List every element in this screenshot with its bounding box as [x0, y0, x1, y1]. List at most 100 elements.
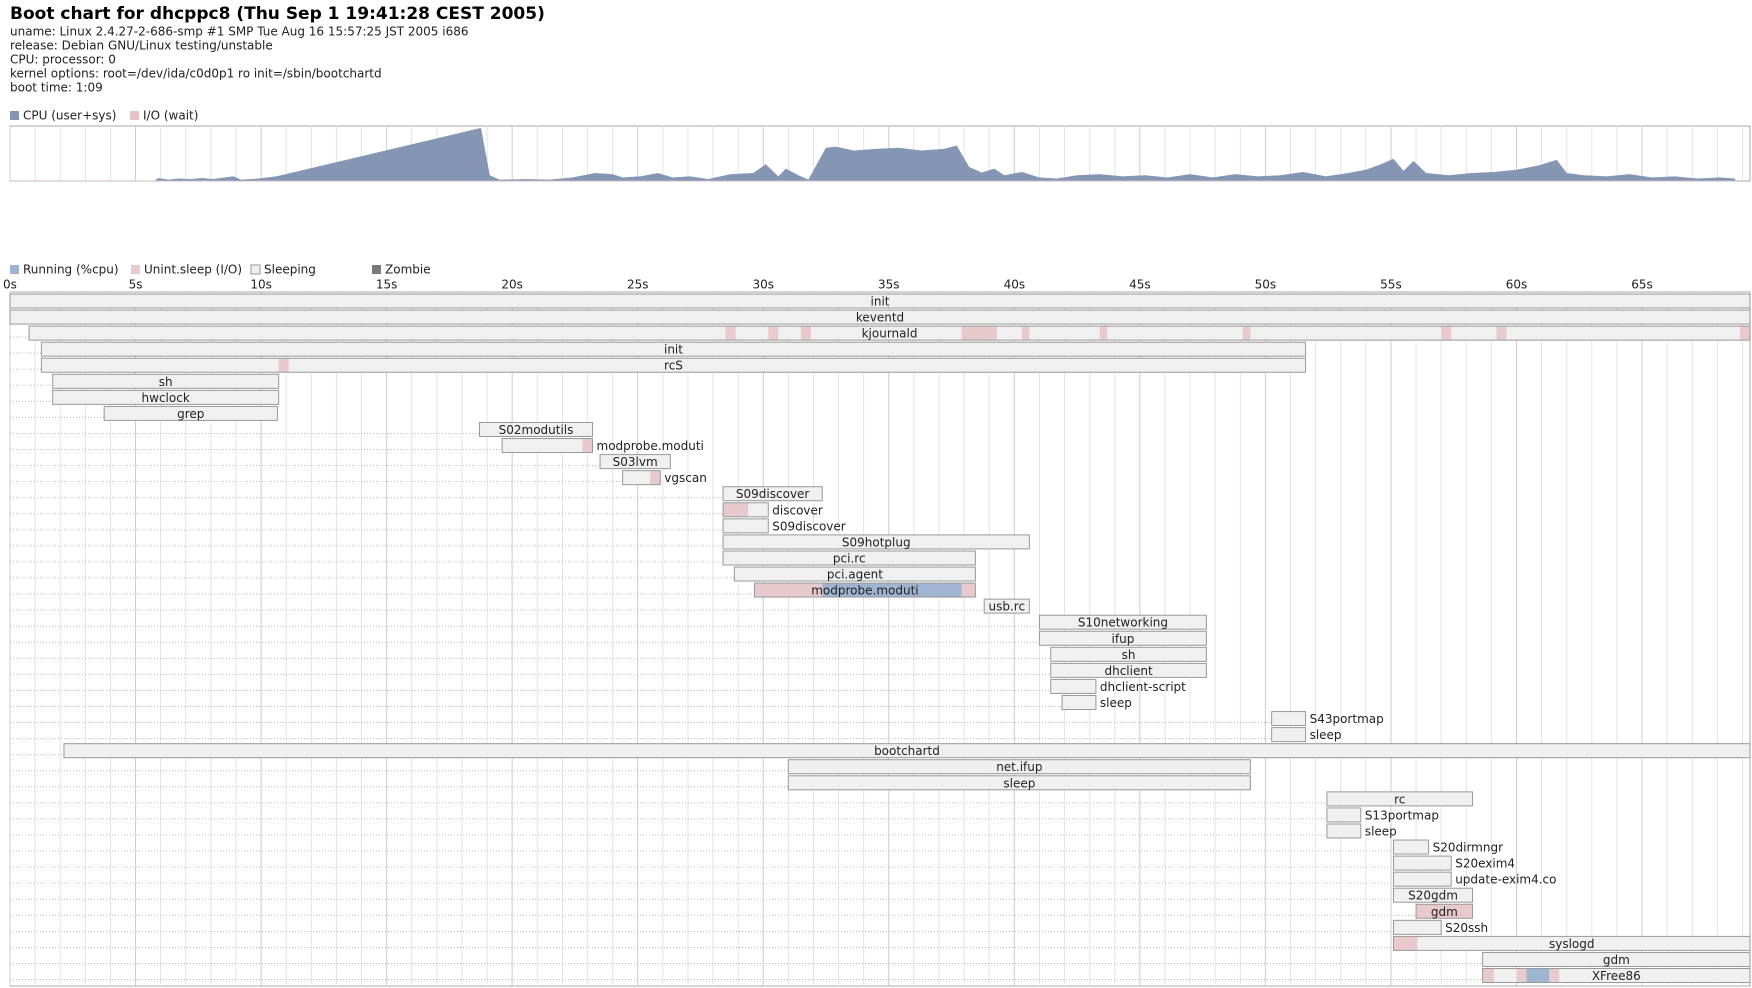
process-label: S09discover: [736, 487, 810, 501]
process-bar: [984, 599, 1030, 614]
process-outline: [1392, 887, 1474, 903]
process-outline: [787, 759, 1251, 775]
process-label: rc: [1394, 792, 1405, 806]
info-line: CPU: processor: 0: [10, 53, 116, 67]
process-label: sleep: [1003, 776, 1035, 790]
process-bar: [788, 775, 1251, 790]
process-outline: [622, 470, 661, 486]
process-outline: [1050, 662, 1207, 678]
process-label: discover: [772, 503, 823, 517]
legend-swatch: [10, 265, 19, 274]
process-outline: [1326, 807, 1362, 823]
io-segment: [278, 358, 289, 373]
io-segment: [1393, 936, 1418, 951]
process-label: S02modutils: [499, 423, 574, 437]
process-label: sleep: [1100, 696, 1132, 710]
process-outline: [787, 775, 1251, 791]
legend-label: CPU (user+sys): [23, 109, 116, 123]
process-label: XFree86: [1592, 969, 1641, 983]
process-label: sleep: [1310, 728, 1342, 742]
process-label: S20exim4: [1455, 857, 1515, 871]
process-outline: [1326, 791, 1474, 807]
process-outline: [52, 373, 280, 389]
info-line: kernel options: root=/dev/ida/c0d0p1 ro …: [10, 67, 382, 81]
process-bar: [1393, 872, 1452, 887]
process-bar: [1326, 791, 1473, 806]
x-tick-label: 0s: [3, 278, 17, 292]
io-segment: [800, 326, 811, 341]
process-outline: [753, 582, 976, 598]
process-outline: [983, 598, 1030, 614]
plot-frame: [9, 291, 1751, 987]
process-outline: [28, 325, 1751, 341]
legend-label: Sleeping: [264, 263, 316, 277]
process-bar: [600, 454, 671, 469]
process-label: vgscan: [664, 471, 707, 485]
process-bar: [1393, 856, 1452, 871]
process-outline: [479, 421, 594, 437]
io-segment: [725, 326, 736, 341]
process-outline: [1038, 614, 1207, 630]
x-tick-label: 20s: [501, 278, 523, 292]
process-outline: [722, 502, 769, 518]
process-bar: [1039, 631, 1207, 646]
process-bar: [1393, 840, 1429, 855]
io-segment: [754, 583, 823, 598]
process-label: gdm: [1603, 953, 1630, 967]
x-tick-label: 5s: [129, 278, 143, 292]
process-label: syslogd: [1549, 937, 1595, 951]
legend-swatch: [250, 264, 261, 275]
process-outline: [733, 566, 976, 582]
process-label: S10networking: [1078, 616, 1168, 630]
process-outline: [1061, 695, 1097, 710]
process-label: modprobe.moduti: [811, 584, 918, 598]
io-segment: [1441, 326, 1452, 341]
process-label: S09discover: [772, 519, 846, 533]
io-segment: [961, 326, 997, 341]
legend-label: I/O (wait): [143, 109, 198, 123]
process-outline: [1392, 839, 1430, 855]
process-bar: [1062, 695, 1096, 710]
x-tick-label: 30s: [752, 278, 774, 292]
process-label: sh: [1122, 648, 1136, 662]
io-segment: [1482, 968, 1494, 983]
process-label: ifup: [1112, 632, 1135, 646]
process-bar: [10, 310, 1750, 325]
process-bar: [63, 743, 1751, 758]
process-bar: [1271, 711, 1306, 726]
process-outline: [52, 389, 280, 405]
process-outline: [1392, 855, 1452, 871]
process-bar: [52, 390, 279, 405]
process-bar: [29, 326, 1750, 341]
process-bar: [52, 374, 279, 389]
legend-swatch: [10, 111, 19, 120]
process-label: update-exim4.co: [1455, 873, 1556, 887]
process-outline: [1271, 711, 1307, 727]
process-outline: [501, 438, 594, 454]
process-outline: [63, 743, 1751, 759]
process-label: net.ifup: [996, 760, 1042, 774]
process-bar: [1050, 663, 1207, 678]
process-bar: [1393, 920, 1442, 935]
process-label: keventd: [856, 311, 904, 325]
io-segment: [1496, 326, 1507, 341]
io-segment: [582, 438, 593, 453]
process-bar: [1326, 807, 1361, 822]
legend-label: Unint.sleep (I/O): [144, 263, 242, 277]
process-outline: [722, 518, 769, 534]
process-outline: [722, 486, 823, 502]
process-outline: [1050, 678, 1097, 694]
process-label: pci.agent: [827, 568, 883, 582]
x-tick-label: 15s: [376, 278, 398, 292]
process-outline: [103, 405, 278, 421]
process-bar: [1050, 647, 1207, 662]
cpu-segment: [822, 583, 962, 598]
x-tick-label: 40s: [1004, 278, 1026, 292]
process-bar: [41, 342, 1306, 357]
io-segment: [1021, 326, 1030, 341]
process-outline: [1038, 630, 1207, 646]
io-segment: [1739, 326, 1750, 341]
process-bar: [734, 567, 976, 582]
